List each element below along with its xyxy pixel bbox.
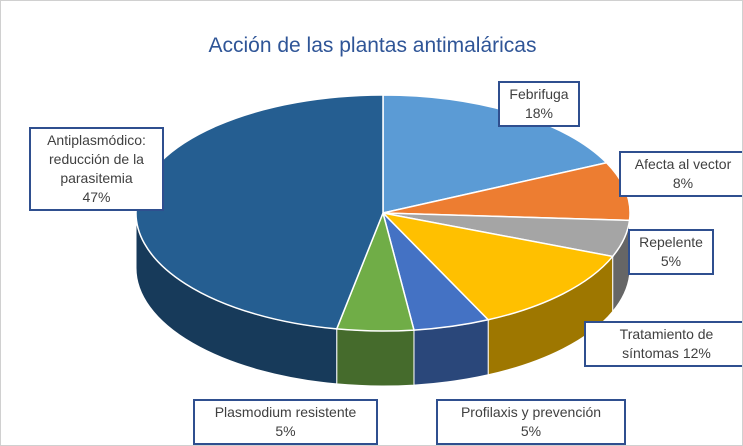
label-value: 5% — [520, 423, 542, 439]
label-name: Febrifuga — [509, 86, 569, 102]
label-value: 18% — [524, 105, 554, 121]
data-label: Tratamiento de síntomas 12% — [584, 321, 742, 367]
label-name: Afecta al vector — [634, 156, 732, 172]
label-value: 5% — [275, 423, 296, 439]
data-label: Febrifuga 18% — [498, 81, 580, 127]
label-value: 8% — [672, 175, 694, 191]
label-name: Profilaxis y prevención — [460, 404, 602, 420]
label-name: Plasmodium resistente — [214, 404, 357, 420]
slice — [380, 211, 615, 321]
data-label: Afecta al vector 8% — [619, 151, 742, 197]
chart-title: Acción de las plantas antimaláricas — [208, 34, 537, 57]
data-label: Plasmodium resistente 5% — [193, 399, 378, 445]
data-label: Profilaxis y prevención 5% — [436, 399, 626, 445]
label-name: Repelente — [639, 234, 703, 250]
data-label: Repelente 5% — [628, 229, 714, 275]
slice-side — [336, 328, 415, 387]
label-value: 47% — [82, 189, 111, 205]
label-name: Tratamiento de síntomas — [619, 326, 714, 361]
data-label: Antiplasmódico: reducción de la parasite… — [29, 127, 164, 211]
label-name: Antiplasmódico: reducción de la parasite… — [47, 132, 146, 186]
label-value: 5% — [660, 253, 682, 269]
label-value: 12% — [682, 345, 711, 361]
